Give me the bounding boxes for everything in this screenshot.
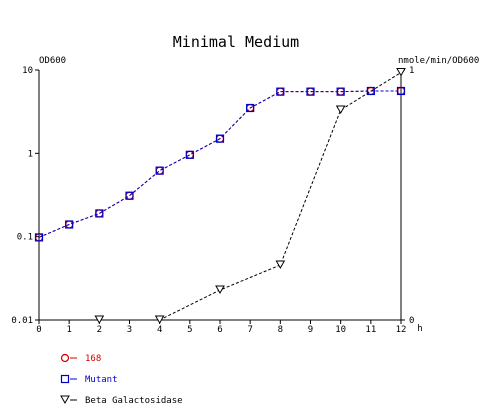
x-tick-label: 5 [187,325,192,335]
x-tick-label: 7 [247,325,252,335]
data-point-triangle [94,315,105,325]
x-tick-label: 11 [365,325,376,335]
legend-label: 168 [85,354,101,364]
legend-item: Mutant [60,374,118,385]
x-tick-label: 9 [308,325,313,335]
legend-label: Mutant [85,375,118,385]
data-point-circle [95,209,104,218]
legend-label: Beta Galactosidase [85,396,183,405]
x-tick-label: 2 [97,325,102,335]
chart-title: Minimal Medium [173,33,299,51]
y-left-tick-label: 10 [22,66,33,76]
data-point-square [366,86,375,96]
data-point-square [246,103,255,113]
x-tick-label: 12 [396,325,407,335]
y-right-label: nmole/min/OD600 [398,56,479,66]
x-axis-label: h [417,324,422,334]
series-line [38,90,401,238]
data-point-square [95,209,104,218]
series-2 [94,68,406,325]
y-right-ticks: 10 [401,66,414,326]
data-point-square [65,220,74,229]
y-left-label: OD600 [39,56,66,66]
y-left-tick-label: 0.01 [11,316,33,326]
y-left-tick-label: 1 [28,149,33,159]
data-point-triangle [275,260,286,270]
data-point-square [125,191,134,200]
legend-item: 168 [60,353,101,364]
x-tick-label: 3 [127,325,132,335]
data-point-triangle [215,285,225,295]
legend: 168 Mutant Beta Galactosidase [60,353,183,405]
data-point-circle [60,353,70,363]
data-point-circle [185,150,194,159]
series-1 [34,86,406,242]
data-point-square [215,134,225,143]
x-tick-label: 6 [217,325,222,335]
data-point-square [155,166,164,175]
data-point-square [336,87,345,96]
data-point-square [306,87,315,96]
data-point-triangle [396,68,406,77]
y-left-ticks: 10 1 0.1 0.01 [11,66,39,326]
series-layer [34,68,406,325]
data-point-triangle [60,395,70,405]
x-tick-label: 4 [157,325,162,335]
y-right-tick-label: 1 [409,66,414,76]
legend-item: Beta Galactosidase [60,395,183,405]
series-0 [34,86,406,242]
data-point-circle [125,191,134,200]
data-point-square [60,374,70,384]
x-tick-label: 0 [36,325,41,335]
series-line [38,90,401,238]
x-tick-label: 10 [335,325,346,335]
data-point-triangle [154,315,165,325]
y-right-tick-label: 0 [409,316,414,326]
data-point-square [34,233,44,242]
data-point-square [276,87,285,96]
data-point-square [396,86,406,96]
x-tick-label: 8 [278,325,283,335]
y-left-tick-label: 0.1 [17,233,33,243]
series-line [99,72,402,321]
data-point-square [185,150,194,159]
data-point-triangle [335,105,346,115]
x-tick-label: 1 [66,325,71,335]
x-ticks: 0 1 2 3 4 5 6 7 8 9 10 11 12 [36,320,406,335]
